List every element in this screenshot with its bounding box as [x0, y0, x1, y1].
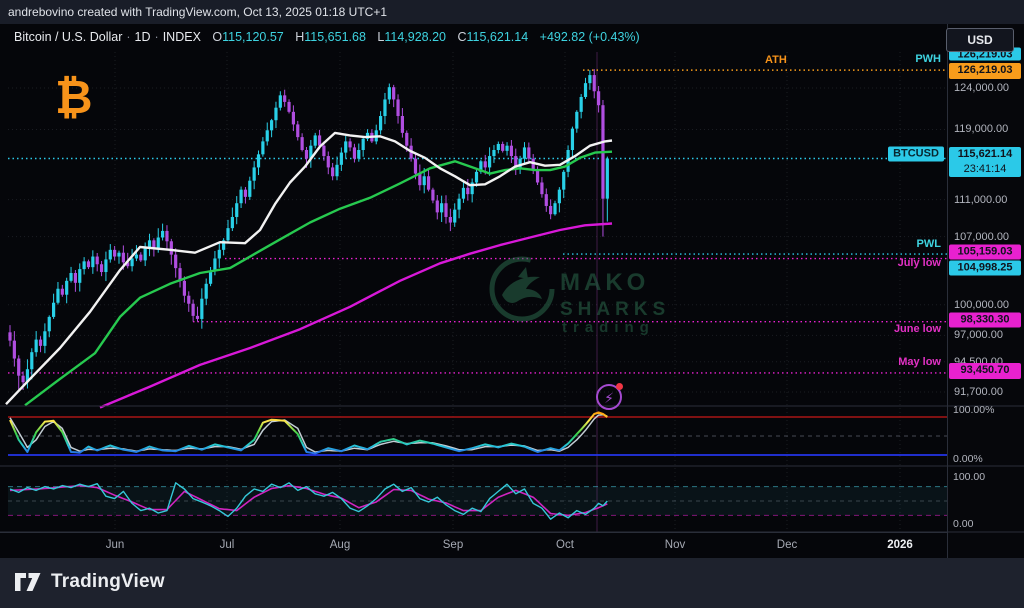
symbol-price-flag: BTCUSD [888, 146, 944, 162]
price-scale-label: 119,000.00 [954, 123, 1009, 136]
attribution-text: andrebovino created with TradingView.com… [8, 5, 388, 19]
watermark-line3: trading [562, 319, 655, 336]
price-badge-last: 115,621.14 23:41:14 [949, 147, 1021, 178]
time-axis-label-jul: Jul [219, 539, 235, 551]
tradingview-mark-icon [15, 573, 41, 591]
oscillator-scale-label: 0.00% [953, 453, 983, 465]
time-axis-label-nov: Nov [664, 539, 686, 551]
time-axis-label-oct: Oct [556, 539, 574, 551]
close-value: 115,621.14 [466, 30, 529, 44]
low-value: 114,928.20 [384, 30, 446, 44]
time-axis-label-aug: Aug [329, 539, 351, 551]
high-label: H [295, 30, 305, 44]
oscillator-scale-label: 100.00 [953, 471, 986, 483]
tradingview-logo-text: TradingView [51, 571, 165, 592]
low-label: L [377, 30, 385, 44]
notification-dot [616, 383, 623, 390]
level-label-pwh: PWH [915, 53, 941, 66]
level-label-pwl: PWL [916, 238, 941, 251]
price-scale[interactable]: 124,000.00 119,000.00 111,000.00 107,000.00… [947, 24, 1024, 558]
watermark: MAKO SHARKS trading [488, 255, 748, 336]
oscillator-scale-label: 100.00% [953, 404, 995, 416]
tradingview-logo[interactable]: TradingView [14, 571, 165, 593]
price-badge-pwl: 105,159.03 [949, 244, 1021, 260]
price-badge-junelow: 98,330.30 [949, 312, 1021, 328]
price-scale-label: 124,000.00 [954, 82, 1010, 94]
lightning-icon: ⚡ [604, 390, 614, 406]
time-axis-label-2026: 2026 [887, 539, 913, 551]
price-scale-label: 97,000.00 [954, 329, 1003, 342]
currency-toggle-button[interactable]: USD [946, 28, 1014, 52]
time-axis-label-dec: Dec [776, 539, 798, 551]
feed-label: INDEX [162, 30, 201, 44]
price-scale-label: 100,000.00 [954, 298, 1010, 311]
level-label-july-low: July low [897, 256, 941, 269]
open-label: O [212, 30, 223, 44]
time-axis-label-jun: Jun [105, 539, 125, 551]
price-badge-ath: 126,219.03 [949, 63, 1021, 80]
flash-alert-button[interactable]: ⚡ [596, 383, 623, 410]
footer-bar: TradingView [0, 558, 1024, 608]
price-scale-label: 107,000.00 [954, 230, 1010, 243]
time-axis[interactable]: Jun Jul Aug Sep Oct Nov Dec 2026 [0, 532, 947, 559]
shark-logo-icon [489, 256, 555, 322]
ath-label: ATH [765, 54, 787, 66]
level-label-june-low: June low [893, 322, 941, 335]
watermark-line1: MAKO [560, 269, 650, 296]
price-scale-label: 111,000.00 [954, 193, 1008, 206]
symbol-info-bar[interactable]: Bitcoin / U.S. Dollar · 1D · INDEX O115,120.… [14, 30, 640, 44]
oscillator-scale-label: 0.00 [953, 518, 974, 530]
high-value: 115,651.68 [304, 30, 366, 44]
level-label-may-low: May low [898, 355, 941, 368]
symbol-title[interactable]: Bitcoin / U.S. Dollar [14, 30, 123, 44]
change-value: +492.82 (+0.43%) [539, 30, 640, 44]
price-badge-maylow: 93,450.70 [949, 362, 1021, 379]
time-axis-label-sep: Sep [442, 539, 464, 551]
price-badge-julylow: 104,998.25 [949, 260, 1021, 276]
price-scale-label: 91,700.00 [954, 386, 1003, 399]
open-value: 115,120.57 [222, 30, 284, 44]
interval-label[interactable]: 1D [134, 30, 151, 44]
attribution-bar: andrebovino created with TradingView.com… [0, 0, 1024, 24]
close-label: C [457, 30, 467, 44]
bitcoin-logo-icon: ₿ [55, 70, 93, 124]
watermark-line2: SHARKS [560, 299, 671, 320]
